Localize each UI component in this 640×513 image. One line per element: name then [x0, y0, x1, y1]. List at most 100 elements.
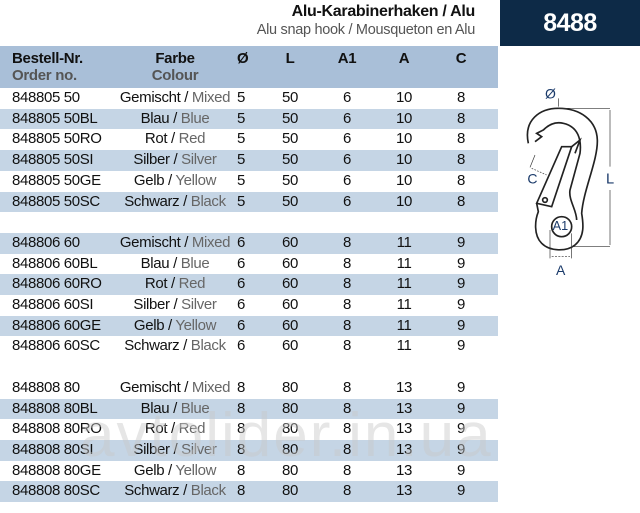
a-value: 11	[396, 233, 412, 251]
c-value: 9	[457, 275, 465, 293]
colour-en: Black	[190, 482, 226, 500]
length-value: 50	[282, 130, 298, 148]
c-value: 8	[457, 130, 465, 148]
length-value: 80	[282, 440, 298, 458]
header-c: C	[455, 50, 467, 67]
colour-cell: Schwarz / Black	[115, 481, 235, 502]
order-number: 848806 60SC	[12, 337, 100, 355]
colour-en: Blue	[180, 399, 210, 417]
a-value: 10	[396, 171, 412, 189]
colour-de: Blau /	[140, 109, 178, 127]
a1-value: 6	[343, 130, 351, 148]
order-number: 848808 80SC	[12, 482, 100, 500]
dim-length-label: L	[606, 171, 614, 187]
colour-cell: Blau / Blue	[115, 399, 235, 420]
colour-de: Blau /	[140, 254, 178, 272]
colour-de: Gelb /	[133, 171, 172, 189]
header-a: A	[398, 50, 410, 67]
diameter-value: 8	[237, 420, 245, 438]
table-row: 848806 60BL Blau / Blue 6 60 8 11 9	[0, 254, 498, 275]
a1-value: 6	[343, 151, 351, 169]
diameter-value: 8	[237, 482, 245, 500]
length-value: 80	[282, 399, 298, 417]
header-order-de: Bestell-Nr.	[12, 50, 83, 67]
length-value: 60	[282, 254, 298, 272]
a-value: 10	[396, 89, 412, 106]
colour-de: Gelb /	[133, 461, 172, 479]
diameter-value: 6	[237, 233, 245, 251]
a1-value: 8	[343, 420, 351, 438]
c-value: 8	[457, 171, 465, 189]
order-number: 848805 50GE	[12, 171, 101, 189]
colour-en: Silver	[181, 296, 217, 313]
a-value: 10	[396, 192, 412, 210]
a-value: 13	[396, 461, 412, 479]
snap-hook-diagram: Ø L A1 A C	[526, 85, 614, 278]
table-row: 848805 50RO Rot / Red 5 50 6 10 8	[0, 129, 498, 150]
dim-a1-label: A1	[553, 219, 568, 233]
a1-value: 8	[343, 440, 351, 458]
colour-en: Blue	[180, 109, 210, 127]
order-number: 848805 50SC	[12, 192, 100, 210]
colour-en: Mixed	[191, 233, 231, 251]
colour-cell: Rot / Red	[115, 129, 235, 150]
colour-cell: Gelb / Yellow	[115, 461, 235, 482]
a1-value: 6	[343, 192, 351, 210]
table-row: 848806 60 Gemischt / Mixed 6 60 8 11 9	[0, 232, 498, 254]
diameter-value: 8	[237, 440, 245, 458]
table-row: 848806 60GE Gelb / Yellow 6 60 8 11 9	[0, 315, 498, 337]
colour-de: Schwarz /	[124, 482, 187, 500]
colour-cell: Gelb / Yellow	[115, 316, 235, 337]
dim-c-label: C	[527, 170, 537, 186]
a1-value: 6	[343, 109, 351, 127]
a1-value: 8	[343, 461, 351, 479]
colour-cell: Silber / Silver	[115, 295, 235, 316]
product-title: Alu-Karabinerhaken / Alu	[291, 3, 476, 20]
length-value: 80	[282, 378, 298, 396]
c-value: 9	[457, 316, 465, 334]
diameter-value: 5	[237, 109, 245, 127]
colour-de: Rot /	[144, 130, 175, 148]
a-value: 13	[396, 378, 412, 396]
a-value: 13	[396, 482, 412, 500]
colour-en: Yellow	[175, 316, 217, 334]
a1-value: 8	[343, 378, 351, 396]
colour-en: Red	[178, 420, 206, 438]
c-value: 9	[457, 254, 465, 272]
diameter-value: 8	[237, 399, 245, 417]
c-value: 9	[457, 420, 465, 438]
order-number: 848805 50RO	[12, 130, 102, 148]
diameter-value: 5	[237, 192, 245, 210]
table-row: 848805 50SC Schwarz / Black 5 50 6 10 8	[0, 191, 498, 213]
a-value: 11	[396, 275, 412, 293]
colour-de: Silber /	[133, 440, 178, 458]
a1-value: 8	[343, 482, 351, 500]
table-row: 848806 60SI Silber / Silver 6 60 8 11 9	[0, 295, 498, 316]
colour-cell: Rot / Red	[115, 274, 235, 295]
colour-en: Red	[178, 130, 206, 148]
order-number: 848805 50	[12, 89, 80, 106]
order-number: 848808 80RO	[12, 420, 102, 438]
header-a1: A1	[337, 50, 357, 67]
colour-de: Gemischt /	[119, 89, 189, 106]
colour-cell: Gemischt / Mixed	[115, 88, 235, 109]
c-value: 9	[457, 233, 465, 251]
a1-value: 8	[343, 337, 351, 355]
colour-cell: Blau / Blue	[115, 254, 235, 275]
c-value: 8	[457, 109, 465, 127]
table-row: 848805 50 Gemischt / Mixed 5 50 6 10 8	[0, 88, 498, 109]
diameter-value: 8	[237, 461, 245, 479]
table-row: 848808 80 Gemischt / Mixed 8 80 8 13 9	[0, 378, 498, 399]
table-row: 848808 80RO Rot / Red 8 80 8 13 9	[0, 419, 498, 440]
table-row: 848806 60SC Schwarz / Black 6 60 8 11 9	[0, 336, 498, 357]
diameter-value: 5	[237, 89, 245, 106]
product-code-badge: 8488	[500, 0, 640, 46]
length-value: 80	[282, 420, 298, 438]
order-number: 848808 80SI	[12, 440, 94, 458]
diameter-value: 6	[237, 296, 245, 313]
length-value: 50	[282, 109, 298, 127]
dim-a-label: A	[556, 262, 566, 278]
colour-de: Blau /	[140, 399, 178, 417]
a-value: 11	[396, 296, 412, 313]
colour-en: Yellow	[175, 461, 217, 479]
